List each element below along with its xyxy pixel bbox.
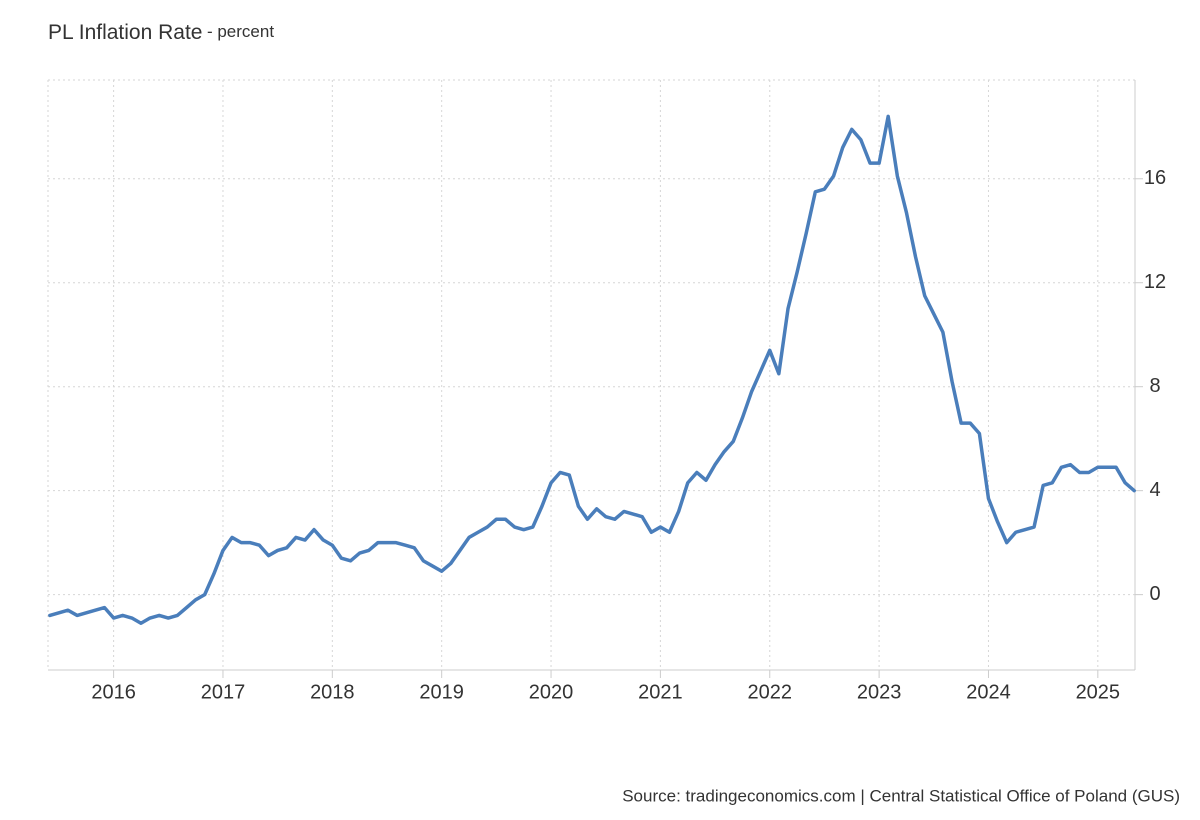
- x-tick-label: 2019: [419, 681, 464, 703]
- x-tick-label: 2020: [529, 681, 574, 703]
- x-tick-label: 2024: [966, 681, 1011, 703]
- chart-title: PL Inflation Rate - percent: [48, 21, 274, 44]
- source-note: Source: tradingeconomics.com | Central S…: [622, 786, 1180, 805]
- title-text: PL Inflation Rate: [48, 21, 203, 44]
- x-tick-label: 2021: [638, 681, 683, 703]
- x-tick-label: 2022: [748, 681, 793, 703]
- x-tick-label: 2025: [1076, 681, 1121, 703]
- x-tick-label: 2017: [201, 681, 246, 703]
- x-tick-label: 2016: [91, 681, 136, 703]
- y-tick-label: 8: [1149, 375, 1160, 397]
- x-tick-label: 2018: [310, 681, 355, 703]
- subtitle-text: - percent: [207, 22, 274, 41]
- y-tick-label: 0: [1149, 583, 1160, 605]
- data-line: [48, 114, 1136, 625]
- y-tick-label: 16: [1144, 167, 1166, 189]
- y-tick-label: 12: [1144, 271, 1166, 293]
- y-tick-label: 4: [1149, 479, 1160, 501]
- x-tick-label: 2023: [857, 681, 902, 703]
